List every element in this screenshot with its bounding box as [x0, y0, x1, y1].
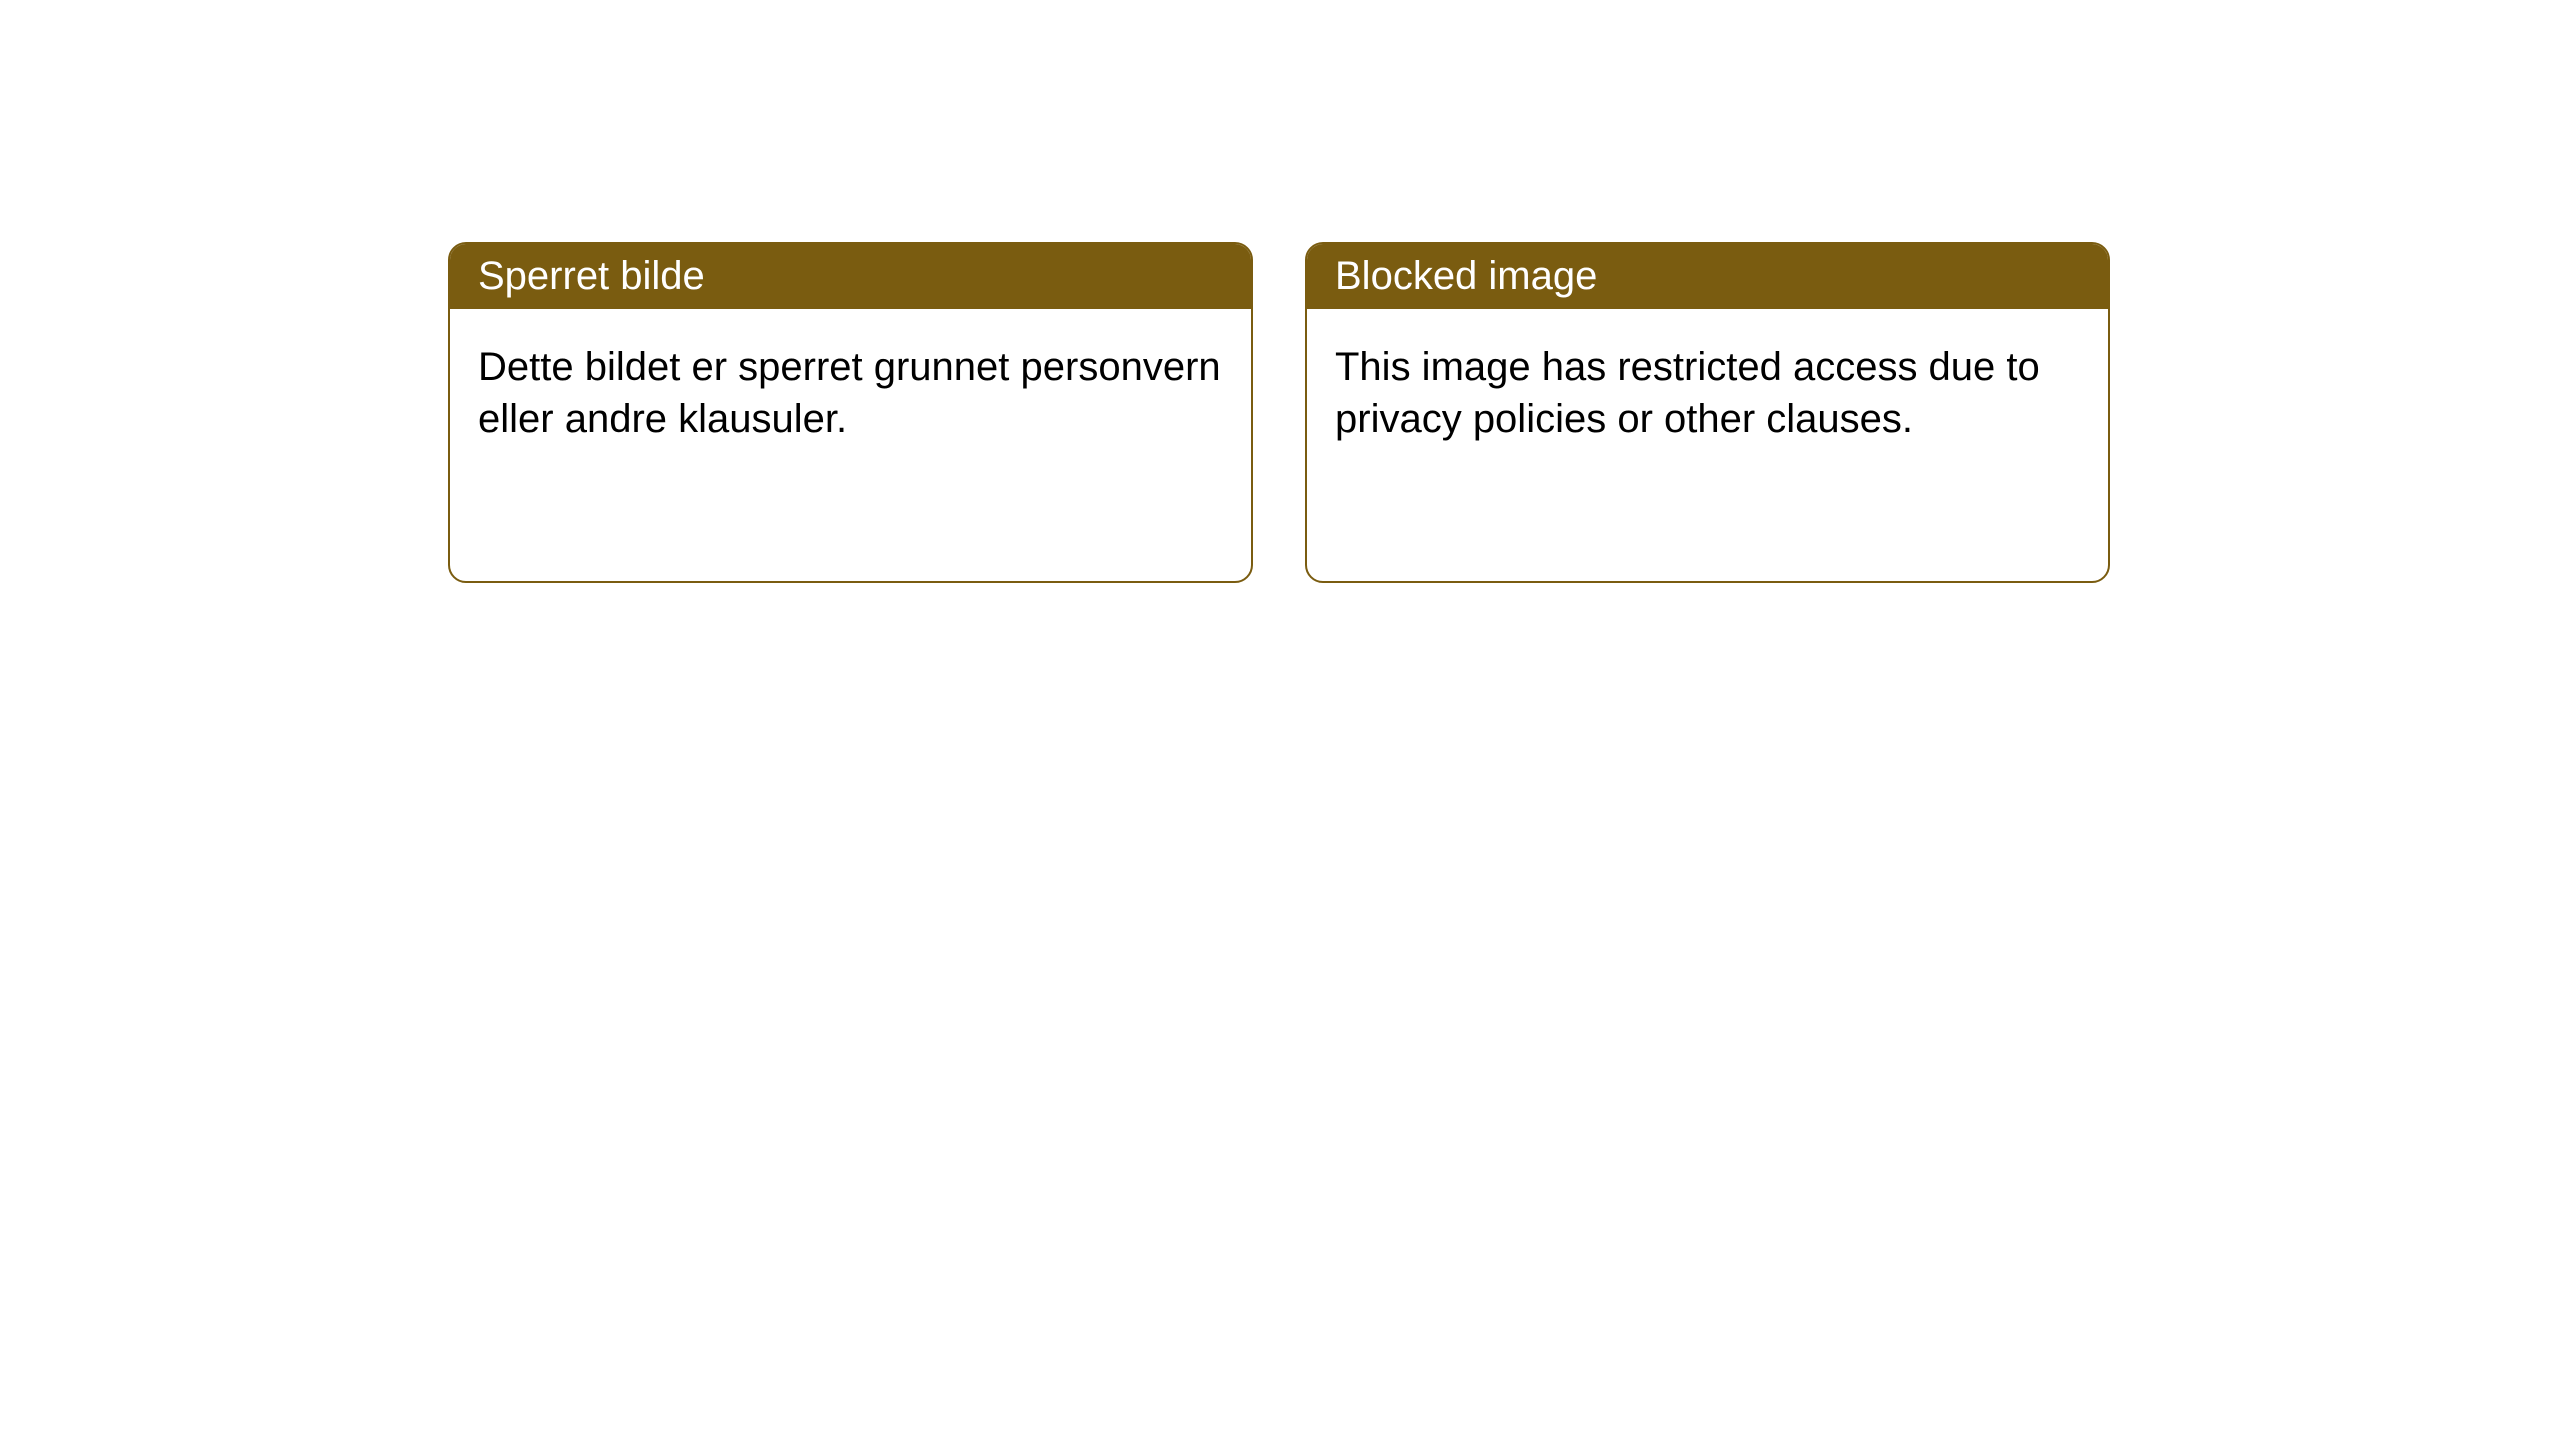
card-body-text: Dette bildet er sperret grunnet personve… — [478, 345, 1221, 441]
card-title: Sperret bilde — [478, 254, 705, 298]
card-header-norwegian: Sperret bilde — [450, 244, 1251, 309]
card-title: Blocked image — [1335, 254, 1597, 298]
notice-cards-container: Sperret bilde Dette bildet er sperret gr… — [448, 242, 2110, 583]
card-header-english: Blocked image — [1307, 244, 2108, 309]
card-body-english: This image has restricted access due to … — [1307, 309, 2108, 581]
card-body-norwegian: Dette bildet er sperret grunnet personve… — [450, 309, 1251, 581]
blocked-image-card-norwegian: Sperret bilde Dette bildet er sperret gr… — [448, 242, 1253, 583]
blocked-image-card-english: Blocked image This image has restricted … — [1305, 242, 2110, 583]
card-body-text: This image has restricted access due to … — [1335, 345, 2040, 441]
